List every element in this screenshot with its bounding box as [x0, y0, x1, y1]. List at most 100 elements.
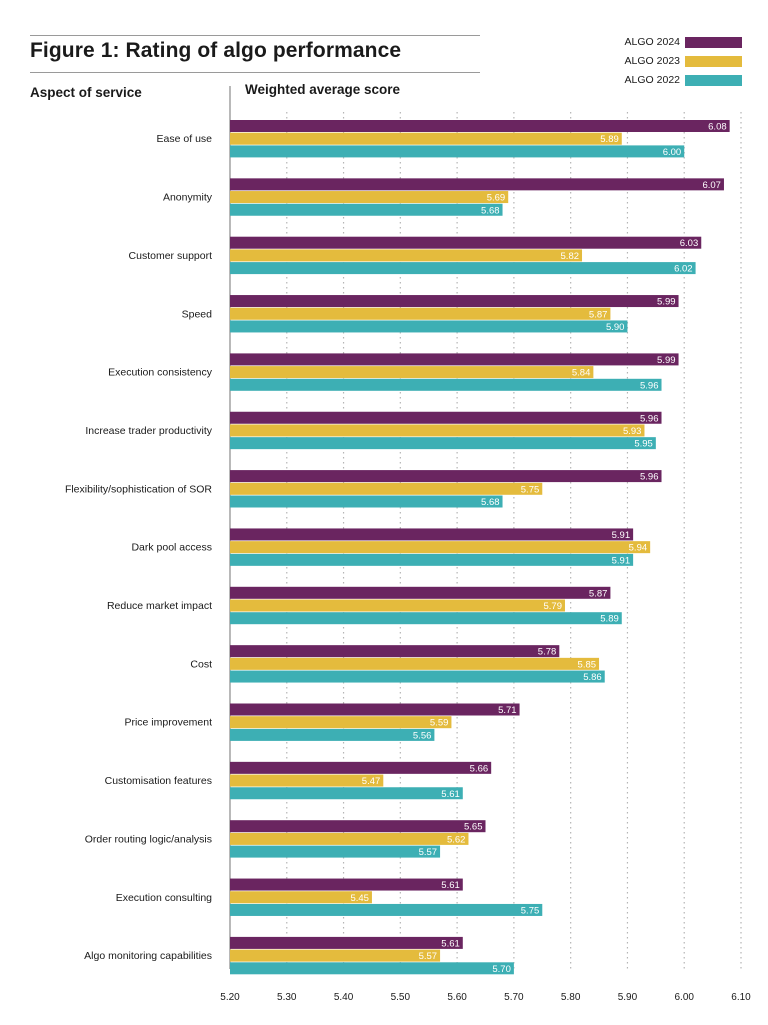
- data-label: 5.66: [470, 763, 489, 774]
- x-tick-label: 5.50: [391, 992, 411, 1003]
- bar-algo-2022: [230, 728, 435, 741]
- bar-algo-2022: [230, 145, 685, 158]
- x-tick-label: 6.00: [674, 992, 694, 1003]
- data-label: 5.96: [640, 380, 659, 391]
- data-label: 5.61: [441, 938, 460, 949]
- bar-algo-2024: [230, 470, 662, 483]
- bar-algo-2023: [230, 191, 509, 204]
- data-label: 5.75: [521, 905, 540, 916]
- data-label: 5.61: [441, 880, 460, 891]
- bar-algo-2024: [230, 878, 463, 891]
- data-label: 5.96: [640, 413, 659, 424]
- data-label: 5.57: [419, 847, 438, 858]
- data-label: 5.90: [606, 322, 625, 333]
- category-label: Increase trader productivity: [85, 425, 212, 437]
- category-label: Ease of use: [157, 133, 213, 145]
- category-label: Execution consistency: [108, 367, 213, 379]
- bar-algo-2024: [230, 936, 463, 949]
- bar-algo-2022: [230, 378, 662, 391]
- x-tick-label: 5.30: [277, 992, 297, 1003]
- bar-algo-2024: [230, 645, 560, 658]
- figure-title: Figure 1: Rating of algo performance: [30, 39, 402, 62]
- category-label: Flexibility/sophistication of SOR: [65, 483, 212, 495]
- legend-swatch: [685, 37, 742, 48]
- data-label: 5.91: [612, 530, 631, 541]
- aspect-of-service-heading: Aspect of service: [30, 85, 142, 100]
- legend-swatch: [685, 75, 742, 86]
- bar-algo-2023: [230, 541, 651, 554]
- data-label: 5.87: [589, 309, 608, 320]
- x-tick-label: 5.40: [334, 992, 354, 1003]
- data-label: 5.59: [430, 718, 449, 729]
- data-label: 5.71: [498, 705, 517, 716]
- data-label: 5.87: [589, 588, 608, 599]
- data-label: 6.00: [663, 147, 682, 158]
- data-label: 5.56: [413, 730, 432, 741]
- bar-algo-2024: [230, 820, 486, 833]
- x-tick-label: 5.60: [447, 992, 467, 1003]
- bar-algo-2022: [230, 203, 503, 216]
- x-tick-label: 5.70: [504, 992, 524, 1003]
- bar-algo-2022: [230, 670, 605, 683]
- bar-algo-2024: [230, 586, 611, 599]
- category-label: Customer support: [129, 250, 213, 262]
- category-label: Execution consulting: [116, 892, 212, 904]
- category-label: Customisation features: [105, 775, 212, 787]
- weighted-average-score-heading: Weighted average score: [245, 82, 401, 97]
- data-label: 5.57: [419, 951, 438, 962]
- bar-algo-2024: [230, 411, 662, 424]
- x-tick-label: 5.90: [618, 992, 638, 1003]
- bar-algo-2023: [230, 949, 441, 962]
- bar-algo-2023: [230, 599, 565, 612]
- data-label: 5.69: [487, 193, 506, 204]
- bar-algo-2022: [230, 612, 622, 625]
- data-label: 5.84: [572, 368, 591, 379]
- data-label: 5.68: [481, 205, 500, 216]
- data-label: 5.91: [612, 555, 631, 566]
- data-label: 5.99: [657, 355, 676, 366]
- legend-item-2022: ALGO 2022: [560, 72, 750, 88]
- data-label: 5.99: [657, 297, 676, 308]
- bar-algo-2023: [230, 657, 600, 670]
- data-label: 5.75: [521, 484, 540, 495]
- category-label: Algo monitoring capabilities: [84, 950, 212, 962]
- legend-item-2023: ALGO 2023: [560, 53, 750, 69]
- bar-algo-2022: [230, 903, 543, 916]
- bar-algo-2023: [230, 832, 469, 845]
- data-label: 5.89: [600, 614, 619, 625]
- category-label: Reduce market impact: [107, 600, 212, 612]
- data-label: 5.45: [350, 893, 369, 904]
- bar-algo-2024: [230, 353, 679, 366]
- legend-item-2024: ALGO 2024: [560, 34, 750, 50]
- x-tick-label: 5.80: [561, 992, 581, 1003]
- bar-algo-2022: [230, 962, 514, 975]
- bar-algo-2023: [230, 424, 645, 437]
- bar-algo-2022: [230, 553, 634, 566]
- data-label: 5.61: [441, 789, 460, 800]
- bar-algo-2023: [230, 366, 594, 379]
- title-top-rule: [30, 35, 480, 36]
- data-label: 5.70: [492, 964, 511, 975]
- data-label: 5.47: [362, 776, 381, 787]
- category-label: Price improvement: [124, 717, 212, 729]
- data-label: 5.79: [543, 601, 562, 612]
- data-label: 6.02: [674, 264, 693, 275]
- bar-algo-2024: [230, 236, 702, 249]
- bar-algo-2024: [230, 295, 679, 308]
- data-label: 5.96: [640, 472, 659, 483]
- data-label: 5.68: [481, 497, 500, 508]
- data-label: 5.65: [464, 822, 483, 833]
- bar-algo-2023: [230, 716, 452, 729]
- data-label: 6.08: [708, 122, 727, 133]
- title-bottom-rule: [30, 72, 480, 73]
- category-label: Dark pool access: [131, 542, 212, 554]
- data-label: 5.62: [447, 834, 466, 845]
- bar-algo-2023: [230, 132, 622, 145]
- bar-algo-2022: [230, 320, 628, 333]
- data-label: 5.82: [561, 251, 580, 262]
- data-label: 5.78: [538, 647, 557, 658]
- category-label: Anonymity: [163, 192, 213, 204]
- data-label: 5.86: [583, 672, 602, 683]
- bar-algo-2024: [230, 703, 520, 716]
